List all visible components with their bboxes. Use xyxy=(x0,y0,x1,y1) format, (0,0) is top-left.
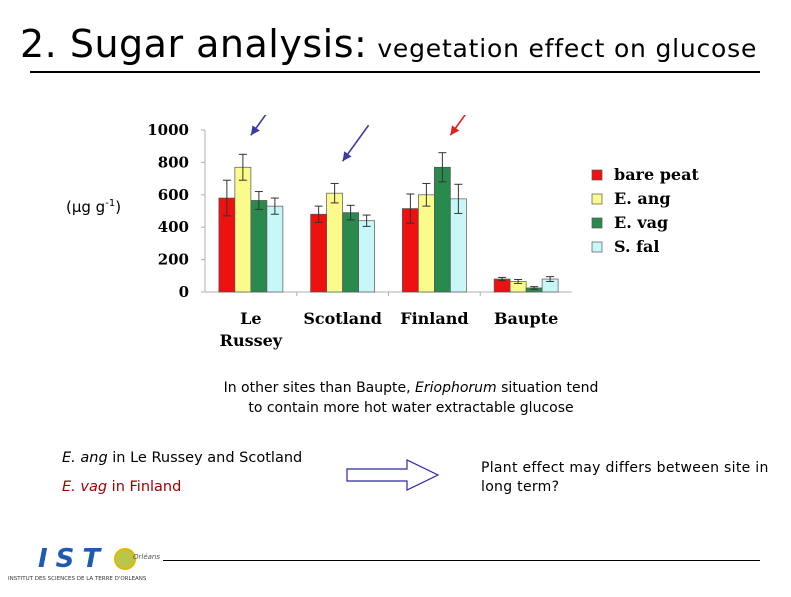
logo-small-text: Orléans xyxy=(133,553,161,561)
x-category-label: Baupte xyxy=(494,309,558,328)
y-tick-label: 1000 xyxy=(147,121,189,139)
y-tick-label: 0 xyxy=(179,283,189,301)
observation-note: In other sites than Baupte, Eriophorum s… xyxy=(223,380,599,416)
conclusion-text: Plant effect may differs between site in… xyxy=(481,460,769,495)
right-arrow-icon xyxy=(346,459,440,491)
globe-icon xyxy=(114,548,136,570)
legend-swatch-3 xyxy=(591,241,603,253)
x-category-label: Finland xyxy=(400,309,468,328)
logo-caption: INSTITUT DES SCIENCES DE LA TERRE D'ORLÉ… xyxy=(8,576,147,582)
bar-e-ang-2 xyxy=(418,194,435,293)
legend-label-1: E. ang xyxy=(614,189,671,208)
finding-finland: E. vag in Finland xyxy=(62,479,182,495)
bar-s-fal-1 xyxy=(358,220,375,293)
y-tick-label: 800 xyxy=(158,153,189,171)
highlight-arrowhead-1 xyxy=(342,151,352,162)
y-tick-label: 200 xyxy=(158,251,189,269)
finding-le-russey-scotland: E. ang in Le Russey and Scotland xyxy=(62,450,303,466)
bar-e-vag-0 xyxy=(250,200,268,293)
x-category-label: Le xyxy=(240,309,261,328)
legend-label-3: S. fal xyxy=(614,237,659,256)
bar-e-ang-0 xyxy=(234,166,252,293)
legend-label-2: E. vag xyxy=(614,213,668,232)
bottom-rule xyxy=(163,560,760,561)
x-category-label: Russey xyxy=(220,331,283,350)
title-underline xyxy=(30,71,760,73)
glucose-bar-chart: 0 200 400 600 800 1000 Le Russey Scotland Finland… xyxy=(147,115,699,350)
bar-s-fal-0 xyxy=(266,205,284,293)
highlight-arrowhead-0 xyxy=(250,125,260,136)
bar-e-vag-2 xyxy=(434,166,451,293)
highlight-arrowhead-2 xyxy=(450,125,460,136)
legend-swatch-2 xyxy=(591,217,603,229)
y-tick-label: 400 xyxy=(158,218,189,236)
y-axis-unit-label: (µg g-1) xyxy=(66,198,122,216)
title-subtitle: vegetation effect on glucose xyxy=(377,34,758,63)
bar-e-ang-1 xyxy=(326,192,343,293)
y-tick-label: 600 xyxy=(158,186,189,204)
logo-letters: IST xyxy=(38,544,109,574)
title-main: 2. Sugar analysis: xyxy=(20,22,368,66)
ist-orleans-logo: IST Orléans INSTITUT DES SCIENCES DE LA … xyxy=(8,544,168,588)
legend-swatch-1 xyxy=(591,193,603,205)
bar-bare-peat-1 xyxy=(310,213,327,293)
x-category-label: Scotland xyxy=(303,309,382,328)
legend-swatch-0 xyxy=(591,169,603,181)
slide-title: 2. Sugar analysis: vegetation effect on g… xyxy=(20,22,757,66)
legend-label-0: bare peat xyxy=(614,165,699,184)
bar-e-vag-1 xyxy=(342,212,359,293)
